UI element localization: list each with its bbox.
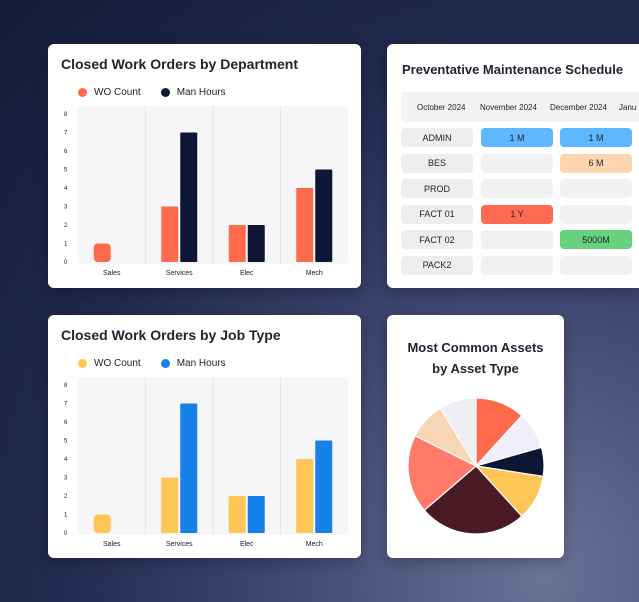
legend-swatch (78, 359, 87, 368)
bar[interactable] (161, 477, 179, 534)
pm-row-label: FACT 01 (401, 204, 473, 224)
pm-row-label: BES (401, 153, 473, 173)
legend-label: Man Hours (176, 358, 226, 369)
bar[interactable] (247, 225, 265, 262)
pm-schedule-cell[interactable]: 1 Y (481, 204, 553, 224)
y-tick-label: 6 (64, 420, 68, 426)
pie-chart-title: Most Common Assets by Asset Type (387, 337, 564, 379)
y-tick-label: 7 (64, 402, 68, 408)
pie-title-line1: Most Common Assets (407, 340, 544, 355)
asset-pie-chart (407, 397, 545, 535)
legend-swatch (78, 88, 87, 97)
pie-slice[interactable] (439, 397, 477, 469)
pie-slice[interactable] (423, 465, 523, 535)
y-tick-label: 2 (64, 494, 68, 500)
y-tick-label: 8 (64, 112, 68, 118)
pie-slice[interactable] (407, 434, 478, 512)
bar[interactable] (296, 188, 314, 262)
pm-schedule-cell[interactable]: 5000M (560, 230, 632, 249)
pm-row-label: PROD (401, 179, 473, 198)
y-tick-label: 8 (64, 383, 68, 389)
pm-column-header: October 2024 (417, 103, 466, 112)
pm-schedule-cell[interactable] (481, 230, 553, 249)
x-tick-label: Sales (103, 541, 121, 548)
bar[interactable] (296, 459, 314, 533)
pm-row-label: ADMIN (401, 128, 473, 147)
x-tick-label: Mech (306, 270, 323, 277)
y-tick-label: 1 (64, 513, 68, 519)
pie-chart-card: Most Common Assets by Asset Type (387, 315, 564, 558)
pm-schedule-cell[interactable] (560, 255, 632, 275)
bar[interactable] (161, 206, 179, 263)
y-tick-label: 0 (64, 260, 68, 266)
x-tick-label: Services (166, 270, 193, 277)
legend-item-wo-count[interactable]: WO Count (78, 358, 141, 369)
pm-schedule-cell[interactable]: 1 M (481, 128, 553, 147)
bar[interactable] (93, 243, 111, 263)
x-tick-label: Sales (103, 270, 121, 277)
x-tick-label: Elec (240, 270, 254, 277)
pm-column-header: November 2024 (480, 103, 537, 112)
job-chart-title: Closed Work Orders by Job Type (61, 327, 281, 343)
y-tick-label: 0 (64, 531, 68, 537)
legend-swatch (160, 88, 170, 97)
x-tick-label: Elec (240, 541, 254, 548)
pm-schedule-title: Preventative Maintenance Schedule (402, 62, 624, 77)
dept-chart-card: Closed Work Orders by Department WO Coun… (48, 44, 361, 288)
y-tick-label: 1 (64, 242, 68, 248)
pm-schedule-cell[interactable] (481, 255, 553, 275)
bar[interactable] (93, 514, 111, 534)
job-chart-card: Closed Work Orders by Job Type WO Count … (48, 315, 361, 558)
pm-schedule-cell[interactable]: 6 M (560, 153, 632, 173)
dept-chart-legend: WO Count Man Hours (78, 87, 226, 98)
pie-title-line2: by Asset Type (432, 361, 519, 376)
dept-chart-title: Closed Work Orders by Department (61, 56, 299, 72)
pm-header-band (401, 92, 639, 122)
job-bar-chart: 0 1 2 3 4 5 6 7 8 Sales Services Elec Mech (64, 377, 348, 548)
bar[interactable] (315, 169, 333, 263)
legend-label: WO Count (94, 87, 141, 98)
y-tick-label: 3 (64, 205, 68, 211)
y-tick-label: 4 (64, 457, 68, 463)
dept-bar-chart: 0 1 2 3 4 5 6 7 8 Sales Services Elec Mech (64, 106, 348, 277)
legend-item-man-hours[interactable]: Man Hours (160, 358, 226, 369)
pm-row-label: PACK2 (401, 255, 473, 275)
y-tick-label: 5 (64, 168, 68, 174)
pm-schedule-cell[interactable] (481, 153, 553, 173)
pm-schedule-cell[interactable]: 1 M (560, 128, 632, 147)
pm-schedule-card: Preventative Maintenance Schedule Octobe… (387, 44, 639, 288)
bar[interactable] (228, 496, 246, 533)
job-chart-legend: WO Count Man Hours (78, 358, 226, 369)
pm-schedule-cell[interactable] (481, 179, 553, 198)
pm-schedule-cell[interactable] (560, 179, 632, 198)
pm-row-label: FACT 02 (401, 230, 473, 249)
bar[interactable] (315, 440, 333, 534)
legend-label: WO Count (94, 358, 141, 369)
y-tick-label: 4 (64, 186, 68, 192)
x-tick-label: Services (166, 541, 193, 548)
legend-swatch (160, 359, 170, 368)
y-tick-label: 7 (64, 131, 68, 137)
legend-label: Man Hours (176, 87, 226, 98)
pm-schedule-cell[interactable] (560, 204, 632, 224)
x-tick-label: Mech (306, 541, 323, 548)
bar[interactable] (247, 496, 265, 533)
y-tick-label: 3 (64, 476, 68, 482)
pm-column-header: December 2024 (550, 103, 607, 112)
bar[interactable] (228, 225, 246, 262)
legend-item-wo-count[interactable]: WO Count (78, 87, 141, 98)
y-tick-label: 6 (64, 149, 68, 155)
bar[interactable] (180, 403, 198, 534)
bar[interactable] (180, 132, 198, 263)
pm-column-header: Janu (619, 103, 637, 112)
y-tick-label: 2 (64, 223, 68, 229)
y-tick-label: 5 (64, 439, 68, 445)
legend-item-man-hours[interactable]: Man Hours (160, 87, 226, 98)
